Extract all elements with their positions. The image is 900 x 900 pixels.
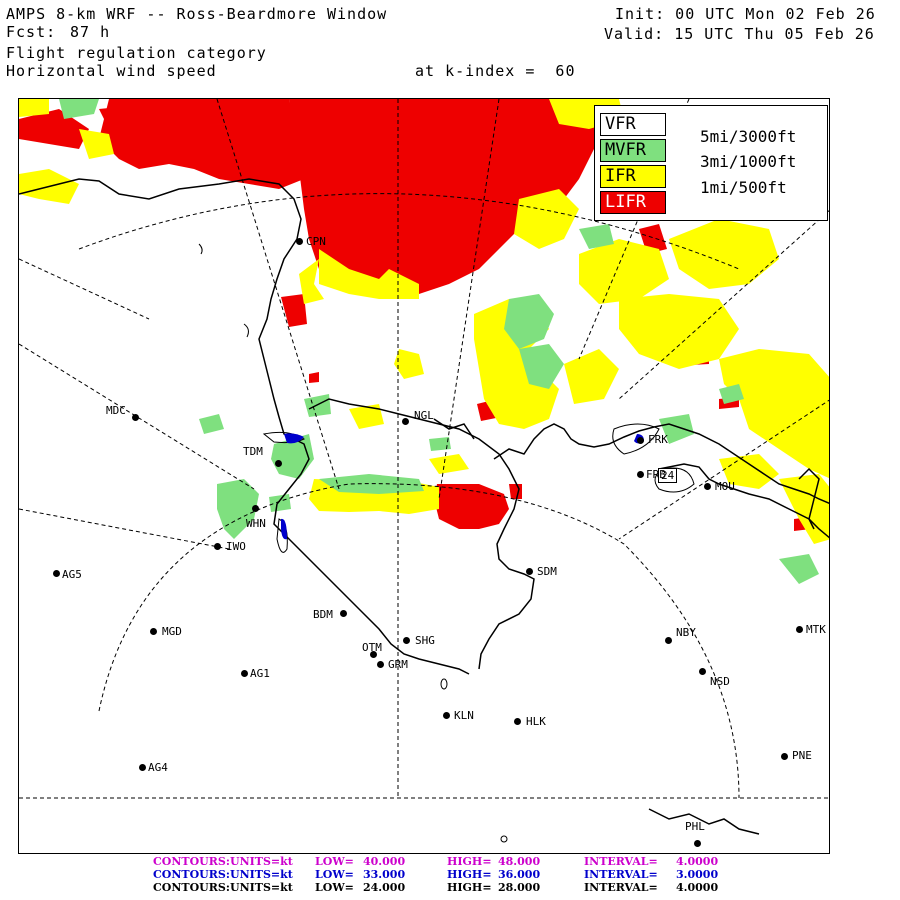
station-label-otm: OTM <box>362 641 382 654</box>
contour-low-1: 33.000 <box>363 868 406 881</box>
station-label-bdm: BDM <box>313 608 333 621</box>
station-label-sdm: SDM <box>537 565 557 578</box>
legend-lifr-swatch: LIFR <box>600 191 666 214</box>
station-marker-whn <box>252 505 259 512</box>
contour-low-0: 40.000 <box>363 855 406 868</box>
station-marker-bdm <box>340 610 347 617</box>
station-marker-frb <box>637 471 644 478</box>
contour-units-2: UNITS=kt <box>230 881 293 894</box>
station-label-phl: PHL <box>685 820 705 833</box>
station-marker-frk <box>637 437 644 444</box>
station-marker-ngl <box>402 418 409 425</box>
station-label-ngl: NGL <box>414 409 434 422</box>
station-label-nsd: NSD <box>710 675 730 688</box>
station-marker-pne <box>781 753 788 760</box>
legend-threshold-ifr: 1mi/500ft <box>700 178 787 197</box>
map-canvas <box>19 99 829 843</box>
contour-prefix-2: CONTOURS: <box>153 881 230 894</box>
contour-value-label: 24 <box>658 468 678 483</box>
ifr-shading <box>19 99 829 544</box>
station-marker-ag5 <box>53 570 60 577</box>
valid-time: Valid: 15 UTC Thu 05 Feb 26 <box>604 25 875 43</box>
station-label-ag5: AG5 <box>62 568 82 581</box>
station-marker-ag1 <box>241 670 248 677</box>
legend-threshold-mvfr: 3mi/1000ft <box>700 152 797 171</box>
station-marker-nby <box>665 637 672 644</box>
station-label-frk: FRK <box>648 433 668 446</box>
init-time: Init: 00 UTC Mon 02 Feb 26 <box>615 5 876 23</box>
contour-interval-label-1: INTERVAL= <box>584 868 658 881</box>
station-label-frb: FRB <box>646 468 666 481</box>
contour-high-label-2: HIGH= <box>447 881 492 894</box>
station-marker-cpn <box>296 238 303 245</box>
wind-contours-blue <box>281 433 644 540</box>
contour-interval-label-0: INTERVAL= <box>584 855 658 868</box>
station-label-nby: NBY <box>676 626 696 639</box>
map-panel: 24 <box>18 98 830 854</box>
mvfr-shading <box>59 99 819 584</box>
glacier-outlines <box>198 243 695 843</box>
station-marker-mdc <box>132 414 139 421</box>
contour-high-0: 48.000 <box>498 855 541 868</box>
contour-units-1: UNITS=kt <box>230 868 293 881</box>
contour-low-label-2: LOW= <box>315 881 354 894</box>
coastline <box>19 178 829 835</box>
field-name-2: Horizontal wind speed <box>6 62 217 80</box>
station-label-grm: GRM <box>388 658 408 671</box>
legend-threshold-vfr: 5mi/3000ft <box>700 127 797 146</box>
contour-units-0: UNITS=kt <box>230 855 293 868</box>
contour-prefix-0: CONTOURS: <box>153 855 230 868</box>
legend-vfr-swatch: VFR <box>600 113 666 136</box>
station-marker-hlk <box>514 718 521 725</box>
contour-high-1: 36.000 <box>498 868 541 881</box>
station-label-pne: PNE <box>792 749 812 762</box>
contour-prefix-1: CONTOURS: <box>153 868 230 881</box>
station-label-mtk: MTK <box>806 623 826 636</box>
station-marker-kln <box>443 712 450 719</box>
contour-high-label-0: HIGH= <box>447 855 492 868</box>
contour-low-label-1: LOW= <box>315 868 354 881</box>
contour-interval-label-2: INTERVAL= <box>584 881 658 894</box>
lat-lon-grid <box>19 99 829 799</box>
station-marker-mou <box>704 483 711 490</box>
station-label-mou: MOU <box>715 480 735 493</box>
legend-mvfr-swatch: MVFR <box>600 139 666 162</box>
k-index-level: at k-index = 60 <box>415 62 576 80</box>
forecast-hours: 87 h <box>70 23 111 41</box>
station-label-tdm: TDM <box>243 445 263 458</box>
station-marker-otm <box>370 651 377 658</box>
station-marker-sdm <box>526 568 533 575</box>
legend-ifr-swatch: IFR <box>600 165 666 188</box>
station-label-cpn: CPN <box>306 235 326 248</box>
station-label-whn: WHN <box>246 517 266 530</box>
station-label-mgd: MGD <box>162 625 182 638</box>
field-name-1: Flight regulation category <box>6 44 267 62</box>
station-label-mdc: MDC <box>106 404 126 417</box>
contour-interval-2: 4.0000 <box>676 881 719 894</box>
station-marker-shg <box>403 637 410 644</box>
contour-interval-0: 4.0000 <box>676 855 719 868</box>
station-label-kln: KLN <box>454 709 474 722</box>
forecast-label: Fcst: <box>6 23 57 41</box>
station-marker-ag4 <box>139 764 146 771</box>
contour-low-2: 24.000 <box>363 881 406 894</box>
contour-low-label-0: LOW= <box>315 855 354 868</box>
station-marker-mgd <box>150 628 157 635</box>
station-marker-mtk <box>796 626 803 633</box>
contour-high-label-1: HIGH= <box>447 868 492 881</box>
station-label-hlk: HLK <box>526 715 546 728</box>
station-marker-tdm <box>275 460 282 467</box>
station-marker-phl <box>694 840 701 847</box>
station-marker-nsd <box>699 668 706 675</box>
map-title: AMPS 8-km WRF -- Ross-Beardmore Window <box>6 5 388 23</box>
station-label-ag1: AG1 <box>250 667 270 680</box>
flight-category-legend: VFR MVFR IFR LIFR 5mi/3000ft 3mi/1000ft … <box>594 105 828 221</box>
station-label-ag4: AG4 <box>148 761 168 774</box>
station-label-iwo: IWO <box>226 540 246 553</box>
station-label-shg: SHG <box>415 634 435 647</box>
station-marker-iwo <box>214 543 221 550</box>
contour-high-2: 28.000 <box>498 881 541 894</box>
station-marker-grm <box>377 661 384 668</box>
contour-interval-1: 3.0000 <box>676 868 719 881</box>
